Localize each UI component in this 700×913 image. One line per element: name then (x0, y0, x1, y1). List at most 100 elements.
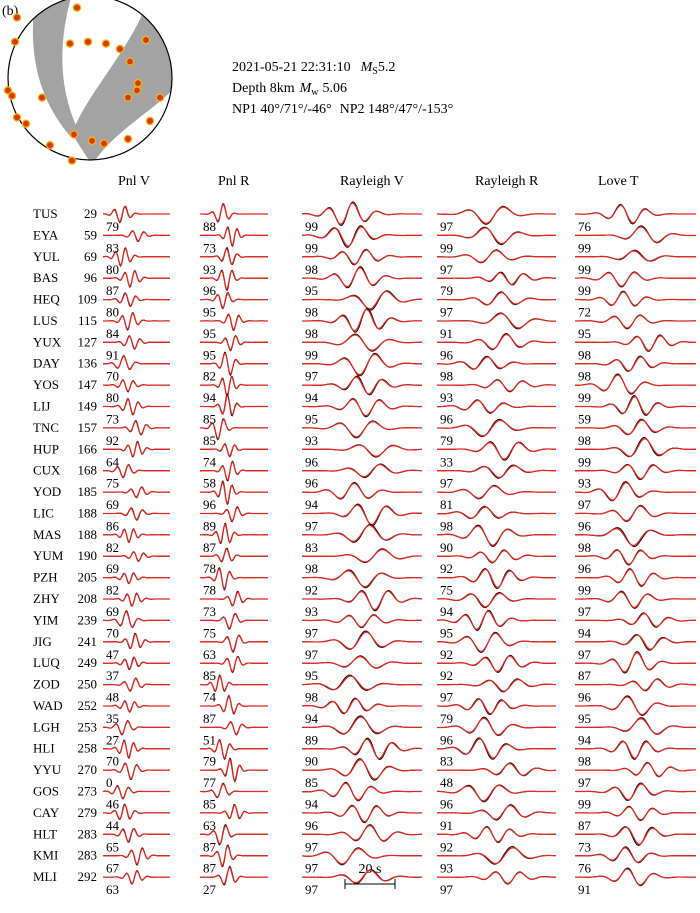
station-name: TNC (33, 420, 59, 435)
observed-waveform (575, 590, 696, 609)
correlation-value: 79 (440, 711, 453, 726)
correlation-value: 99 (305, 219, 318, 234)
correlation-value: 98 (305, 561, 318, 576)
synthetic-waveform (575, 783, 696, 801)
synthetic-waveform (437, 485, 556, 499)
synthetic-waveform (301, 847, 422, 865)
observed-waveform (437, 205, 556, 225)
mag-symbol: M (360, 60, 374, 75)
station-distance: 59 (84, 227, 97, 242)
synthetic-waveform (575, 806, 696, 821)
synthetic-waveform (102, 785, 170, 799)
synthetic-waveform (437, 249, 556, 263)
correlation-value: 98 (440, 518, 453, 533)
station-distance: 96 (84, 270, 98, 285)
observed-waveform (575, 394, 696, 416)
event-line: 2021-05-21 22:31:10 MS5.2 (232, 60, 395, 77)
synthetic-waveform (200, 292, 268, 309)
correlation-value: 69 (106, 604, 119, 619)
synthetic-waveform (301, 698, 422, 714)
correlation-value: 94 (578, 732, 592, 747)
synthetic-waveform (200, 418, 268, 440)
station-dot (67, 156, 77, 165)
correlation-value: 63 (106, 882, 119, 897)
synthetic-waveform (437, 441, 556, 460)
observed-waveform (302, 397, 423, 418)
correlation-value: 98 (305, 305, 318, 320)
station-dot (145, 116, 155, 126)
station-dot (123, 134, 133, 144)
correlation-value: 97 (305, 839, 319, 854)
correlation-value: 69 (106, 497, 119, 512)
synthetic-waveform (103, 312, 170, 330)
synthetic-waveform (200, 591, 268, 606)
correlation-value: 85 (305, 775, 318, 790)
synthetic-waveform (437, 738, 556, 759)
correlation-value: 98 (578, 754, 591, 769)
synthetic-waveform (200, 394, 268, 416)
synthetic-waveform (437, 525, 556, 546)
correlation-value: 91 (440, 818, 453, 833)
station-dot (132, 86, 142, 95)
station-name: WAD (33, 698, 63, 713)
correlation-value: 75 (106, 476, 119, 491)
correlation-value: 85 (203, 797, 216, 812)
mag-sub: w (311, 87, 319, 98)
station-distance: 166 (78, 441, 98, 456)
correlation-value: 96 (440, 411, 454, 426)
correlation-value: 94 (203, 390, 217, 405)
observed-waveform (302, 420, 422, 439)
station-distance: 136 (78, 356, 98, 371)
synthetic-waveform (575, 678, 697, 691)
synthetic-waveform (575, 204, 696, 224)
correlation-value: 59 (578, 411, 591, 426)
datetime: 2021-05-21 22:31:10 (232, 60, 351, 75)
correlation-value: 97 (305, 882, 319, 897)
synthetic-waveform (437, 847, 556, 865)
station-name: YOS (33, 377, 59, 392)
observed-waveform (302, 614, 422, 629)
station-name: LIC (33, 505, 54, 520)
synthetic-waveform (103, 763, 170, 780)
synthetic-waveform (302, 308, 422, 332)
correlation-value: 87 (578, 668, 592, 683)
observed-waveform (575, 290, 696, 307)
observed-waveform (437, 784, 556, 803)
synthetic-waveform (302, 524, 422, 542)
event-line: NP1 40°/71°/-46° NP2 148°/47°/-153° (232, 102, 453, 117)
correlation-value: 97 (578, 604, 592, 619)
correlation-value: 97 (578, 775, 592, 790)
synthetic-waveform (103, 610, 170, 628)
station-distance: 157 (78, 420, 98, 435)
station-distance: 241 (78, 634, 98, 649)
correlation-value: 46 (106, 797, 120, 812)
station-name: CUX (33, 463, 61, 478)
correlation-value: 97 (440, 882, 454, 897)
synthetic-waveform (302, 444, 423, 457)
correlation-value: 51 (203, 732, 216, 747)
correlation-value: 48 (106, 690, 119, 705)
beachball: (b) (2, 0, 173, 161)
correlation-value: 84 (106, 326, 120, 341)
correlation-value: 95 (305, 668, 318, 683)
synthetic-waveform (302, 463, 422, 478)
synthetic-waveform (302, 376, 422, 395)
synthetic-waveform (436, 419, 556, 437)
synthetic-waveform (302, 226, 422, 247)
synthetic-waveform (437, 762, 557, 776)
station-distance: 258 (78, 741, 98, 756)
station-name: DAY (33, 356, 61, 371)
synthetic-waveform (437, 506, 556, 519)
synthetic-waveform (102, 464, 170, 478)
synthetic-waveform (103, 528, 171, 543)
correlation-value: 96 (440, 797, 454, 812)
station-distance: 208 (78, 591, 98, 606)
synthetic-waveform (575, 464, 696, 480)
station-dot (21, 119, 31, 128)
station-distance: 127 (78, 334, 98, 349)
synthetic-waveform (437, 632, 556, 652)
synthetic-waveform (575, 868, 696, 886)
synthetic-waveform (575, 396, 696, 415)
station-name: BAS (33, 270, 58, 285)
